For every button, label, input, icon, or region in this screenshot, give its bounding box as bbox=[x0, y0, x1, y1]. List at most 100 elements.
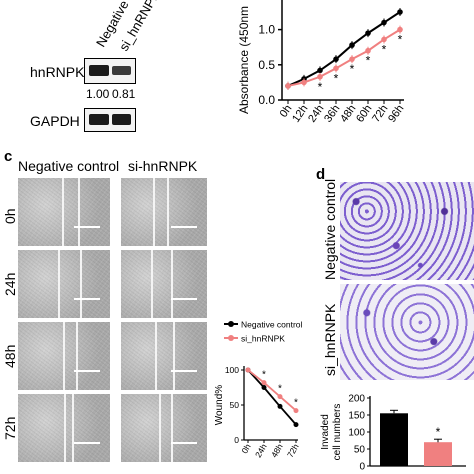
significance-star: * bbox=[294, 398, 298, 409]
y-tick-label: 0.5 bbox=[258, 58, 275, 72]
wound-edge-line bbox=[151, 250, 153, 318]
x-tick-label: 48h bbox=[269, 442, 285, 460]
wound-row-label-0h: 0h bbox=[2, 208, 18, 224]
data-point bbox=[349, 56, 355, 62]
wound-edge-line bbox=[64, 394, 66, 462]
transwell-image-si bbox=[340, 284, 474, 380]
data-point bbox=[293, 408, 299, 414]
blot-row-label-hnrnpk: hnRNPK bbox=[30, 64, 85, 80]
significance-star: * bbox=[334, 71, 339, 85]
legend-swatch-point bbox=[228, 321, 234, 327]
data-point bbox=[277, 394, 283, 400]
y-tick-label: 1.0 bbox=[258, 23, 275, 37]
data-point bbox=[285, 83, 291, 89]
y-axis-label-line1: Invaded bbox=[320, 414, 331, 450]
scale-bar bbox=[74, 298, 100, 300]
legend-entry: Negative control bbox=[241, 320, 303, 330]
significance-star: * bbox=[366, 54, 371, 68]
panel-label-c: c bbox=[4, 148, 13, 165]
x-tick-label: 72h bbox=[285, 442, 301, 460]
wound-edge-line bbox=[155, 322, 157, 390]
wound-image-si-48h bbox=[121, 322, 207, 390]
data-point bbox=[317, 73, 323, 80]
scale-bar bbox=[171, 370, 197, 372]
x-tick-label: 12h bbox=[290, 103, 310, 125]
wound-edge-line bbox=[63, 322, 65, 390]
scale-bar bbox=[74, 226, 100, 228]
wound-image-si-72h bbox=[121, 394, 207, 462]
series-line-control bbox=[247, 369, 297, 426]
y-tick-label: 0 bbox=[359, 462, 365, 473]
wound-edge-line bbox=[78, 178, 80, 246]
significance-star: * bbox=[382, 42, 387, 56]
x-tick-label: 24h bbox=[306, 103, 326, 125]
data-point bbox=[381, 36, 387, 43]
y-axis-label-line2: cell numbers bbox=[332, 404, 343, 461]
wound-image-negative-0h bbox=[18, 178, 110, 246]
wound-image-negative-24h bbox=[18, 250, 110, 318]
x-tick-label: 72h bbox=[370, 103, 390, 125]
x-tick-label: 60h bbox=[354, 103, 374, 125]
wound-row-label-48h: 48h bbox=[2, 344, 18, 368]
blot-ratio-negative: 1.00 bbox=[86, 87, 110, 101]
wound-edge-line bbox=[167, 178, 169, 246]
data-point bbox=[333, 56, 339, 62]
blot-band-negative bbox=[89, 65, 109, 76]
significance-star: * bbox=[398, 33, 403, 47]
blot-gapdh bbox=[84, 108, 136, 132]
data-point bbox=[349, 42, 355, 48]
series-line-si bbox=[287, 28, 401, 87]
blot-band-gapdh-negative bbox=[89, 114, 109, 125]
y-tick-label: 50 bbox=[230, 400, 240, 410]
y-axis-label: Absorbance (450nm bbox=[237, 6, 251, 114]
x-tick-label: 0h bbox=[278, 103, 295, 120]
y-tick-label: 100 bbox=[225, 365, 239, 375]
bar-si bbox=[424, 442, 452, 466]
y-tick-label: 150 bbox=[348, 411, 365, 422]
scale-bar bbox=[74, 370, 100, 372]
transwell-row-label-negative: Negative control bbox=[322, 178, 338, 280]
data-point bbox=[333, 65, 339, 72]
transwell-image-negative bbox=[340, 182, 474, 280]
blot-band-si bbox=[112, 66, 131, 75]
wound-edge-line bbox=[80, 250, 82, 318]
data-point bbox=[381, 19, 387, 26]
data-point bbox=[293, 422, 299, 428]
significance-star: * bbox=[262, 370, 266, 381]
y-tick-label: 50 bbox=[354, 445, 366, 456]
data-point bbox=[245, 367, 251, 373]
wound-edge-line bbox=[62, 178, 64, 246]
blot-ratio-si: 0.81 bbox=[112, 87, 136, 101]
wound-column-label-si: si-hnRNPK bbox=[128, 158, 198, 174]
wound-image-si-0h bbox=[121, 178, 207, 246]
wound-edge-line bbox=[72, 394, 74, 462]
scale-bar bbox=[171, 226, 197, 228]
scale-bar bbox=[171, 442, 197, 444]
data-point bbox=[261, 385, 267, 390]
wound-edge-line bbox=[171, 394, 173, 462]
transwell-row-label-si: si_hnRNPK bbox=[322, 303, 338, 376]
wound-image-negative-48h bbox=[18, 322, 110, 390]
y-tick-label: 0 bbox=[234, 435, 239, 445]
scale-bar bbox=[171, 298, 197, 300]
x-tick-label: 48h bbox=[338, 103, 358, 125]
y-tick-label: 100 bbox=[348, 428, 365, 439]
wound-row-label-72h: 72h bbox=[2, 416, 18, 440]
wound-edge-line bbox=[171, 250, 173, 318]
significance-star: * bbox=[436, 425, 441, 439]
x-tick-label: 36h bbox=[322, 103, 342, 125]
wound-edge-line bbox=[58, 250, 60, 318]
x-tick-label: 24h bbox=[253, 442, 269, 460]
bar-negative bbox=[380, 413, 408, 466]
y-axis-label: Wound% bbox=[214, 385, 225, 426]
wound-image-negative-72h bbox=[18, 394, 110, 462]
absorbance-chart: 0.0 0.5 1.0 Absorbance (450nm 0h12h24h36h48h… bbox=[237, 0, 406, 125]
blot-hnrnpk bbox=[84, 58, 136, 84]
wound-edge-line bbox=[159, 394, 161, 462]
data-point bbox=[397, 26, 403, 33]
data-point bbox=[365, 47, 371, 54]
legend-entry: si_hnRNPK bbox=[241, 334, 285, 344]
x-tick-label: 96h bbox=[386, 103, 406, 125]
wound-edge-line bbox=[76, 322, 78, 390]
data-point bbox=[261, 380, 267, 386]
